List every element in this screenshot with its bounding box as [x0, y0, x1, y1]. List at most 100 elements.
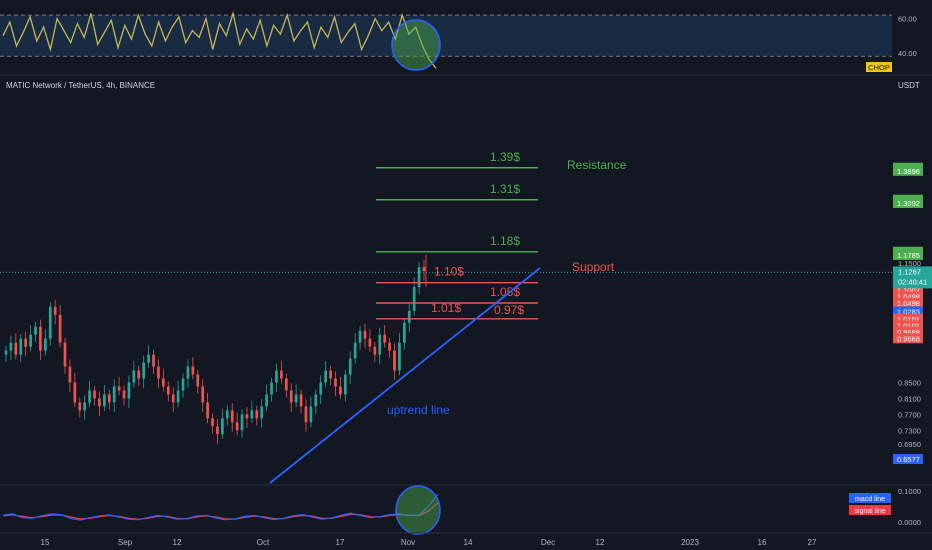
macd-tick: 0.0000: [898, 518, 921, 527]
oscillator-band: [0, 15, 892, 57]
oscillator-top-axis: 60.00 40.00: [898, 15, 917, 58]
macd-tick: 0.1000: [898, 487, 921, 496]
candle-body: [68, 366, 72, 383]
time-tick: 15: [41, 538, 50, 547]
candle-body: [48, 306, 52, 339]
candle-body: [107, 394, 111, 403]
price-tag-bg: [893, 326, 923, 337]
legend-signal: signal line: [854, 508, 885, 515]
level-label: 1.31$: [490, 182, 520, 196]
level-label: 1.39$: [490, 150, 520, 164]
price-tick: 0.7300: [898, 426, 921, 435]
countdown-timer: 02:40:41: [898, 277, 927, 286]
candle-body: [250, 410, 254, 419]
candle-body: [98, 398, 101, 407]
candle-body: [358, 330, 362, 343]
candle-body: [78, 402, 82, 411]
legend-macd: macd line: [855, 496, 885, 503]
price-tag-bg: [893, 297, 923, 308]
candle-body: [117, 386, 121, 391]
price-tag: 1.1785: [897, 251, 920, 260]
highlight-circle-bottom: [395, 485, 441, 535]
macd-axis: 0.1000 0.0000: [898, 487, 921, 527]
candle-body: [157, 366, 160, 379]
candle-body: [388, 342, 391, 351]
macd-pane[interactable]: 0.1000 0.0000 macd line signal line: [2, 485, 921, 535]
price-levels: 1.39$ 1.31$ 1.18$ 1.10$ 1.05$ 1.01$: [376, 150, 538, 320]
price-tag-bg: [893, 313, 923, 324]
price-tag: 1.0498: [897, 299, 920, 308]
candle-body: [422, 267, 426, 272]
price-tag: 0.6577: [897, 455, 920, 464]
macd-line: [2, 493, 439, 521]
candle-body: [137, 370, 141, 379]
candle-body: [284, 378, 288, 391]
price-tag-bg: [893, 454, 923, 465]
candle-body: [378, 334, 382, 355]
candle-body: [216, 426, 219, 435]
price-tag: 1.0101: [897, 321, 920, 330]
time-tick: 27: [808, 538, 817, 547]
candle-body: [407, 310, 411, 323]
candle-body: [53, 306, 57, 315]
oscillator-badge-bg: [866, 62, 892, 72]
candle-body: [24, 338, 28, 347]
oscillator-top-pane[interactable]: 60.00 40.00 CHOP: [0, 10, 917, 72]
candle-body: [348, 358, 352, 375]
price-tick: 0.6950: [898, 440, 921, 449]
oscillator-tick: 40.00: [898, 49, 917, 58]
candle-body: [417, 267, 421, 287]
price-tick: 0.8100: [898, 394, 921, 403]
candle-body: [63, 342, 67, 367]
price-tag-bg: [893, 165, 923, 176]
price-tag-bg: [893, 291, 923, 302]
uptrend-line[interactable]: [269, 267, 541, 484]
time-tick: 17: [336, 538, 345, 547]
candle-body: [43, 338, 47, 351]
candle-body: [152, 354, 155, 367]
candle-body: [294, 394, 298, 403]
candle-body: [230, 410, 234, 423]
candle-body: [14, 342, 18, 355]
oscillator-badge: CHOP: [868, 63, 890, 72]
price-tag: 0.9668: [897, 328, 920, 337]
candle-body: [9, 342, 13, 351]
level-label: 1.10$: [434, 265, 464, 279]
candle-body: [142, 362, 146, 379]
price-tag: 0.9668: [897, 334, 920, 343]
candle-body: [58, 314, 62, 343]
candle-body: [368, 338, 372, 347]
current-price-tag-bg: [893, 266, 932, 289]
candle-body: [19, 338, 23, 355]
candle-body: [171, 394, 175, 403]
oscillator-tick: 60.00: [898, 15, 917, 24]
candle-body: [398, 342, 401, 371]
candle-body: [39, 326, 42, 351]
candle-body: [255, 410, 259, 419]
price-tag-bg: [893, 306, 923, 317]
candle-body: [29, 334, 32, 347]
candle-body: [112, 386, 116, 403]
candle-body: [324, 370, 327, 383]
price-pane[interactable]: MATIC Network / TetherUS, 4h, BINANCE US…: [0, 81, 932, 484]
candle-body: [353, 342, 357, 359]
candle-body: [132, 370, 136, 383]
price-axis: 0.6950 0.7300 0.7700 0.8100 0.8500 1.1500: [898, 259, 921, 449]
highlight-circle-top: [391, 19, 441, 71]
candle-body: [275, 370, 278, 383]
candle-body: [304, 406, 308, 423]
uptrend-label: uptrend line: [387, 403, 450, 417]
time-tick: Nov: [401, 538, 415, 547]
candle-body: [339, 386, 342, 395]
candle-body: [73, 382, 77, 403]
price-tag-bg: [893, 333, 923, 344]
candlesticks: [4, 254, 427, 444]
price-tag: 1.0101: [897, 315, 920, 324]
candle-body: [240, 414, 244, 431]
candle-body: [383, 334, 387, 343]
time-tick: Sep: [118, 538, 133, 547]
candle-body: [225, 410, 229, 419]
candle-body: [402, 322, 406, 343]
